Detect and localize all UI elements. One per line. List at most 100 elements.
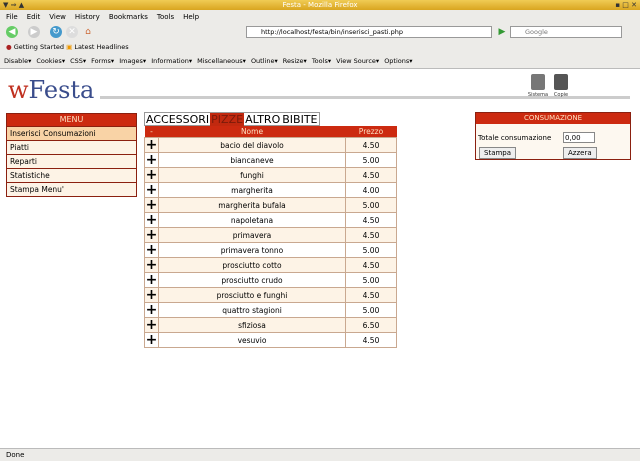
item-name: prosciutto cotto	[158, 257, 346, 273]
search-input[interactable]: Google	[510, 26, 622, 38]
item-name: prosciutto crudo	[158, 272, 346, 288]
add-icon[interactable]: +	[144, 256, 159, 273]
devbar-css[interactable]: CSS▾	[70, 57, 87, 65]
add-icon[interactable]: +	[144, 286, 159, 303]
add-icon[interactable]: +	[144, 196, 159, 213]
menu-title: MENU	[7, 114, 136, 126]
table-row: + sfiziosa 6.50	[144, 316, 397, 333]
item-name: funghi	[158, 167, 346, 183]
menu-item-reparti[interactable]: Reparti	[7, 154, 136, 168]
item-price: 4.50	[345, 227, 397, 243]
stop-icon[interactable]: ✕	[66, 26, 78, 38]
add-icon[interactable]: +	[144, 241, 159, 258]
add-icon[interactable]: +	[144, 166, 159, 183]
add-icon[interactable]: +	[144, 331, 159, 348]
copie-button[interactable]: Copie	[550, 74, 572, 98]
sistema-button[interactable]: Sistema	[527, 74, 549, 98]
menu-help[interactable]: Help	[183, 13, 200, 21]
totale-label: Totale consumazione	[478, 134, 552, 142]
item-price: 4.50	[345, 332, 397, 348]
item-price: 4.50	[345, 257, 397, 273]
status-bar: Done	[0, 448, 640, 461]
item-name: bacio del diavolo	[158, 137, 346, 153]
back-icon[interactable]: ◀	[6, 26, 18, 38]
item-name: biancaneve	[158, 152, 346, 168]
window-controls[interactable]: ▪ □ ✕	[615, 1, 637, 9]
system-icon	[531, 74, 545, 90]
tab-altro[interactable]: ALTRO	[245, 113, 281, 126]
add-icon[interactable]: +	[144, 316, 159, 333]
web-developer-toolbar: Disable▾ Cookies▾ CSS▾ Forms▾ Images▾ Informa…	[0, 54, 640, 69]
totale-input[interactable]	[563, 132, 595, 143]
devbar-viewsource[interactable]: View Source▾	[336, 57, 380, 65]
table-row: + margherita 4.00	[144, 181, 397, 198]
tab-bibite[interactable]: BIBITE	[282, 113, 318, 126]
item-name: primavera	[158, 227, 346, 243]
table-row: + prosciutto cotto 4.50	[144, 256, 397, 273]
table-row: + biancaneve 5.00	[144, 151, 397, 168]
add-icon[interactable]: +	[144, 226, 159, 243]
url-input[interactable]: http://localhost/festa/bin/inserisci_pas…	[246, 26, 492, 38]
table-row: + primavera 4.50	[144, 226, 397, 243]
devbar-images[interactable]: Images▾	[119, 57, 147, 65]
bookmark-getting-started[interactable]: Getting Started	[13, 43, 65, 51]
tab-accessori[interactable]: ACCESSORI	[146, 113, 210, 126]
devbar-options[interactable]: Options▾	[384, 57, 413, 65]
menu-tools[interactable]: Tools	[156, 13, 175, 21]
col-header-action: -	[144, 126, 159, 138]
item-price: 5.00	[345, 197, 397, 213]
table-row: + prosciutto crudo 5.00	[144, 271, 397, 288]
menu-item-stampa-menu[interactable]: Stampa Menu'	[7, 182, 136, 196]
window-menu-icon[interactable]: ▼ ⇒ ▲	[3, 1, 25, 9]
item-price: 4.50	[345, 167, 397, 183]
window-titlebar: ▼ ⇒ ▲ Festa - Mozilla Firefox ▪ □ ✕	[0, 0, 640, 10]
menu-view[interactable]: View	[49, 13, 66, 21]
add-icon[interactable]: +	[144, 301, 159, 318]
add-icon[interactable]: +	[144, 151, 159, 168]
add-icon[interactable]: +	[144, 181, 159, 198]
devbar-resize[interactable]: Resize▾	[282, 57, 307, 65]
bookmark-latest-headlines[interactable]: Latest Headlines	[74, 43, 129, 51]
devbar-information[interactable]: Information▾	[151, 57, 193, 65]
menu-edit[interactable]: Edit	[26, 13, 41, 21]
devbar-cookies[interactable]: Cookies▾	[36, 57, 66, 65]
item-price: 5.00	[345, 152, 397, 168]
menu-item-statistiche[interactable]: Statistiche	[7, 168, 136, 182]
devbar-outline[interactable]: Outline▾	[250, 57, 278, 65]
reload-icon[interactable]: ↻	[50, 26, 62, 38]
forward-icon[interactable]: ▶	[28, 26, 40, 38]
devbar-forms[interactable]: Forms▾	[91, 57, 115, 65]
item-name: margherita	[158, 182, 346, 198]
item-price: 4.50	[345, 287, 397, 303]
menu-item-piatti[interactable]: Piatti	[7, 140, 136, 154]
devbar-disable[interactable]: Disable▾	[4, 57, 32, 65]
menu-item-inserisci[interactable]: Inserisci Consumazioni	[7, 126, 136, 140]
tab-pizze[interactable]: PIZZE	[210, 113, 245, 126]
menu-history[interactable]: History	[74, 13, 100, 21]
table-row: + vesuvio 4.50	[144, 331, 397, 348]
devbar-miscellaneous[interactable]: Miscellaneous▾	[197, 57, 246, 65]
firefox-icon: ●	[6, 43, 12, 51]
item-price: 5.00	[345, 302, 397, 318]
rss-icon: ▣	[66, 43, 73, 51]
item-name: margherita bufala	[158, 197, 346, 213]
table-row: + funghi 4.50	[144, 166, 397, 183]
wfesta-logo: wFesta	[8, 76, 95, 104]
stampa-button[interactable]: Stampa	[479, 147, 517, 159]
go-icon[interactable]: ▶	[498, 27, 506, 37]
item-price: 6.50	[345, 317, 397, 333]
add-icon[interactable]: +	[144, 136, 159, 153]
azzera-button[interactable]: Azzera	[563, 147, 597, 159]
devbar-tools[interactable]: Tools▾	[311, 57, 332, 65]
menu-bar: File Edit View History Bookmarks Tools Help	[0, 10, 640, 24]
floppy-icon	[554, 74, 568, 90]
menu-file[interactable]: File	[6, 13, 18, 21]
consumazione-panel: CONSUMAZIONE Totale consumazione Stampa …	[475, 112, 631, 160]
home-icon[interactable]: ⌂	[85, 27, 91, 37]
table-row: + quattro stagioni 5.00	[144, 301, 397, 318]
add-icon[interactable]: +	[144, 271, 159, 288]
menu-bookmarks[interactable]: Bookmarks	[108, 13, 148, 21]
item-price: 5.00	[345, 242, 397, 258]
consumazione-title: CONSUMAZIONE	[476, 113, 630, 124]
add-icon[interactable]: +	[144, 211, 159, 228]
